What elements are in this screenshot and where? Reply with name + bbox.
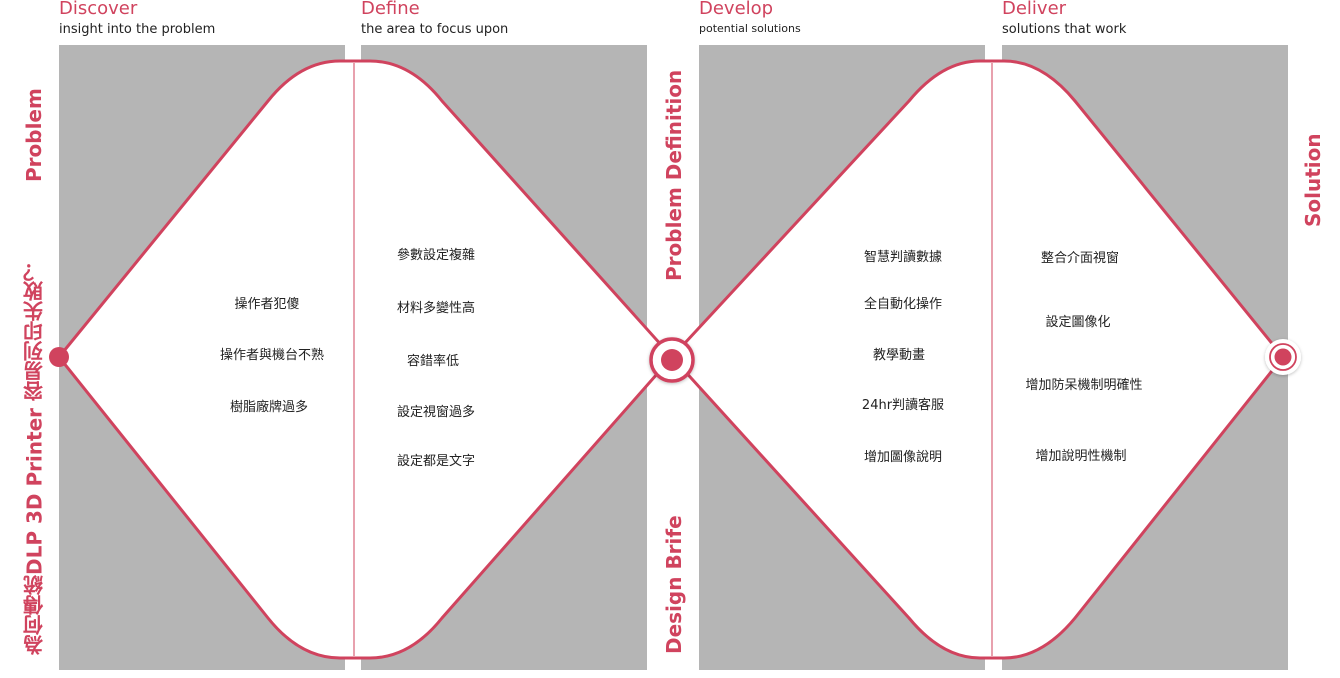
label-design-brief: Design Brife	[662, 515, 686, 655]
develop-item: 全自動化操作	[863, 297, 943, 312]
deliver-item: 整合介面視窗	[1040, 251, 1120, 266]
phase-title-develop: Develop	[699, 0, 774, 19]
phase-discover: Discover insight into the problem	[59, 0, 215, 37]
discover-item: 樹脂廠牌過多	[229, 400, 309, 415]
phase-deliver: Deliver solutions that work	[1002, 0, 1126, 37]
develop-item: 教學動畫	[872, 348, 926, 363]
define-item: 材料多變性高	[396, 301, 476, 316]
phase-develop: Develop potential solutions	[699, 0, 801, 35]
define-item: 設定都是文字	[396, 454, 476, 469]
diamond-left	[57, 59, 674, 660]
develop-item: 智慧判讀數據	[863, 250, 943, 265]
phase-subtitle-define: the area to focus upon	[361, 22, 509, 37]
define-item: 參數設定複雜	[396, 248, 476, 263]
discover-item: 操作者與機台不熟	[219, 348, 325, 363]
deliver-item: 增加防呆機制明確性	[1025, 378, 1143, 393]
label-solution: Solution	[1301, 133, 1325, 227]
discover-item: 操作者犯傻	[234, 297, 300, 312]
start-dot	[49, 347, 69, 367]
diamond-right	[670, 59, 1285, 660]
deliver-item: 設定圖像化	[1045, 315, 1111, 330]
label-problem-definition: Problem Definition	[662, 69, 686, 281]
deliver-item: 增加說明性機制	[1035, 449, 1127, 464]
label-problem: Problem	[22, 88, 46, 182]
develop-item: 24hr判讀客服	[861, 398, 945, 413]
end-target-ring	[1269, 343, 1297, 371]
phase-title-define: Define	[361, 0, 420, 19]
define-item: 容錯率低	[406, 354, 460, 369]
phase-title-deliver: Deliver	[1002, 0, 1067, 19]
phase-subtitle-discover: insight into the problem	[59, 22, 216, 37]
middle-node-inner	[661, 349, 683, 371]
end-target-dot	[1274, 348, 1292, 366]
phase-subtitle-deliver: solutions that work	[1002, 22, 1127, 37]
develop-item: 增加圖像說明	[863, 450, 943, 465]
phase-define: Define the area to focus upon	[361, 0, 508, 37]
define-item: 設定視窗過多	[396, 405, 476, 420]
label-question: 為何傳統DLP 3D Printer 容易列印失敗？	[22, 260, 47, 655]
phase-title-discover: Discover	[59, 0, 138, 19]
phase-subtitle-develop: potential solutions	[699, 22, 801, 35]
